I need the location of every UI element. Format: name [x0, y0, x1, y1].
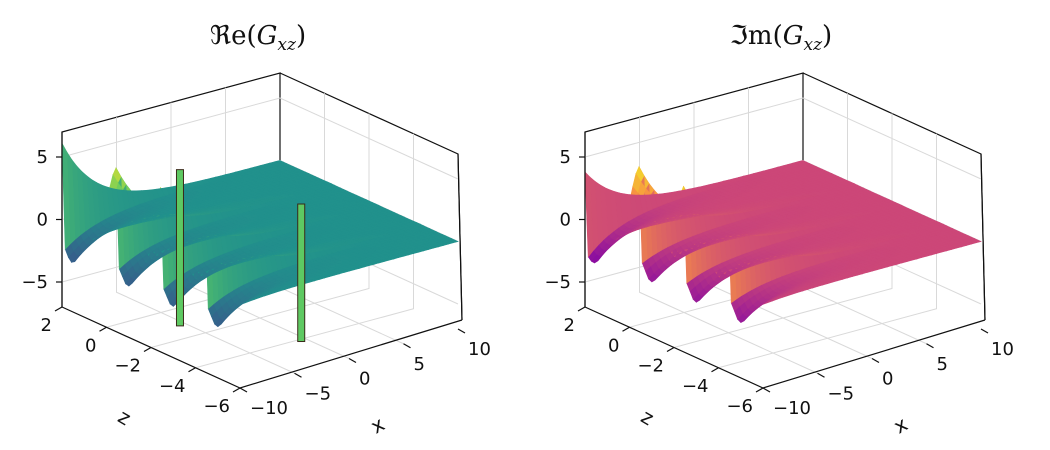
x-tick-label: 0 [359, 369, 370, 390]
spike-mark [175, 169, 184, 327]
x-tick-label: −5 [305, 383, 332, 404]
surface [584, 160, 982, 324]
z-tick-label: 2 [41, 315, 52, 336]
z-axis-label: z [114, 404, 135, 430]
grid-line-z [195, 133, 414, 369]
z-tick-label: 2 [564, 315, 575, 336]
z-tick-label: 0 [85, 335, 96, 356]
value-tick-label: 5 [560, 147, 571, 168]
x-tick [239, 387, 248, 393]
x-tick-label: −10 [250, 398, 288, 419]
x-tick [403, 343, 411, 349]
z-tick-label: −4 [159, 376, 186, 397]
x-axis-label: x [366, 412, 388, 439]
grid-line-value [61, 97, 459, 180]
z-tick [232, 387, 241, 393]
spike-mark [297, 203, 306, 343]
value-tick-label: 5 [37, 147, 48, 168]
z-tick [577, 306, 586, 312]
value-tick-label: −5 [21, 272, 48, 293]
x-tick [457, 328, 466, 334]
x-tick-label: 10 [468, 339, 491, 360]
z-tick [54, 306, 63, 312]
z-tick-label: −6 [203, 396, 230, 417]
x-tick [294, 372, 302, 378]
panel-title: ℜe(Gxz) [210, 21, 306, 55]
z-tick-label: −2 [114, 356, 141, 377]
value-tick-label: 0 [37, 210, 48, 231]
surface [61, 143, 459, 328]
z-tick [99, 326, 107, 332]
z-tick [143, 346, 152, 353]
value-tick-label: 0 [560, 210, 571, 231]
panel-real-part: 5 0 −5 2 0 −2 −4 −6 −10 −5 0 5 10 z x ℜe(Gxz) [21, 21, 490, 438]
x-tick-label: 5 [414, 354, 425, 375]
right-edge-line [457, 153, 463, 321]
right-edge-line [980, 153, 986, 321]
grid-line-z [150, 113, 370, 348]
z-tick [188, 367, 196, 373]
value-tick-label: −5 [544, 272, 571, 293]
x-tick [348, 357, 357, 364]
